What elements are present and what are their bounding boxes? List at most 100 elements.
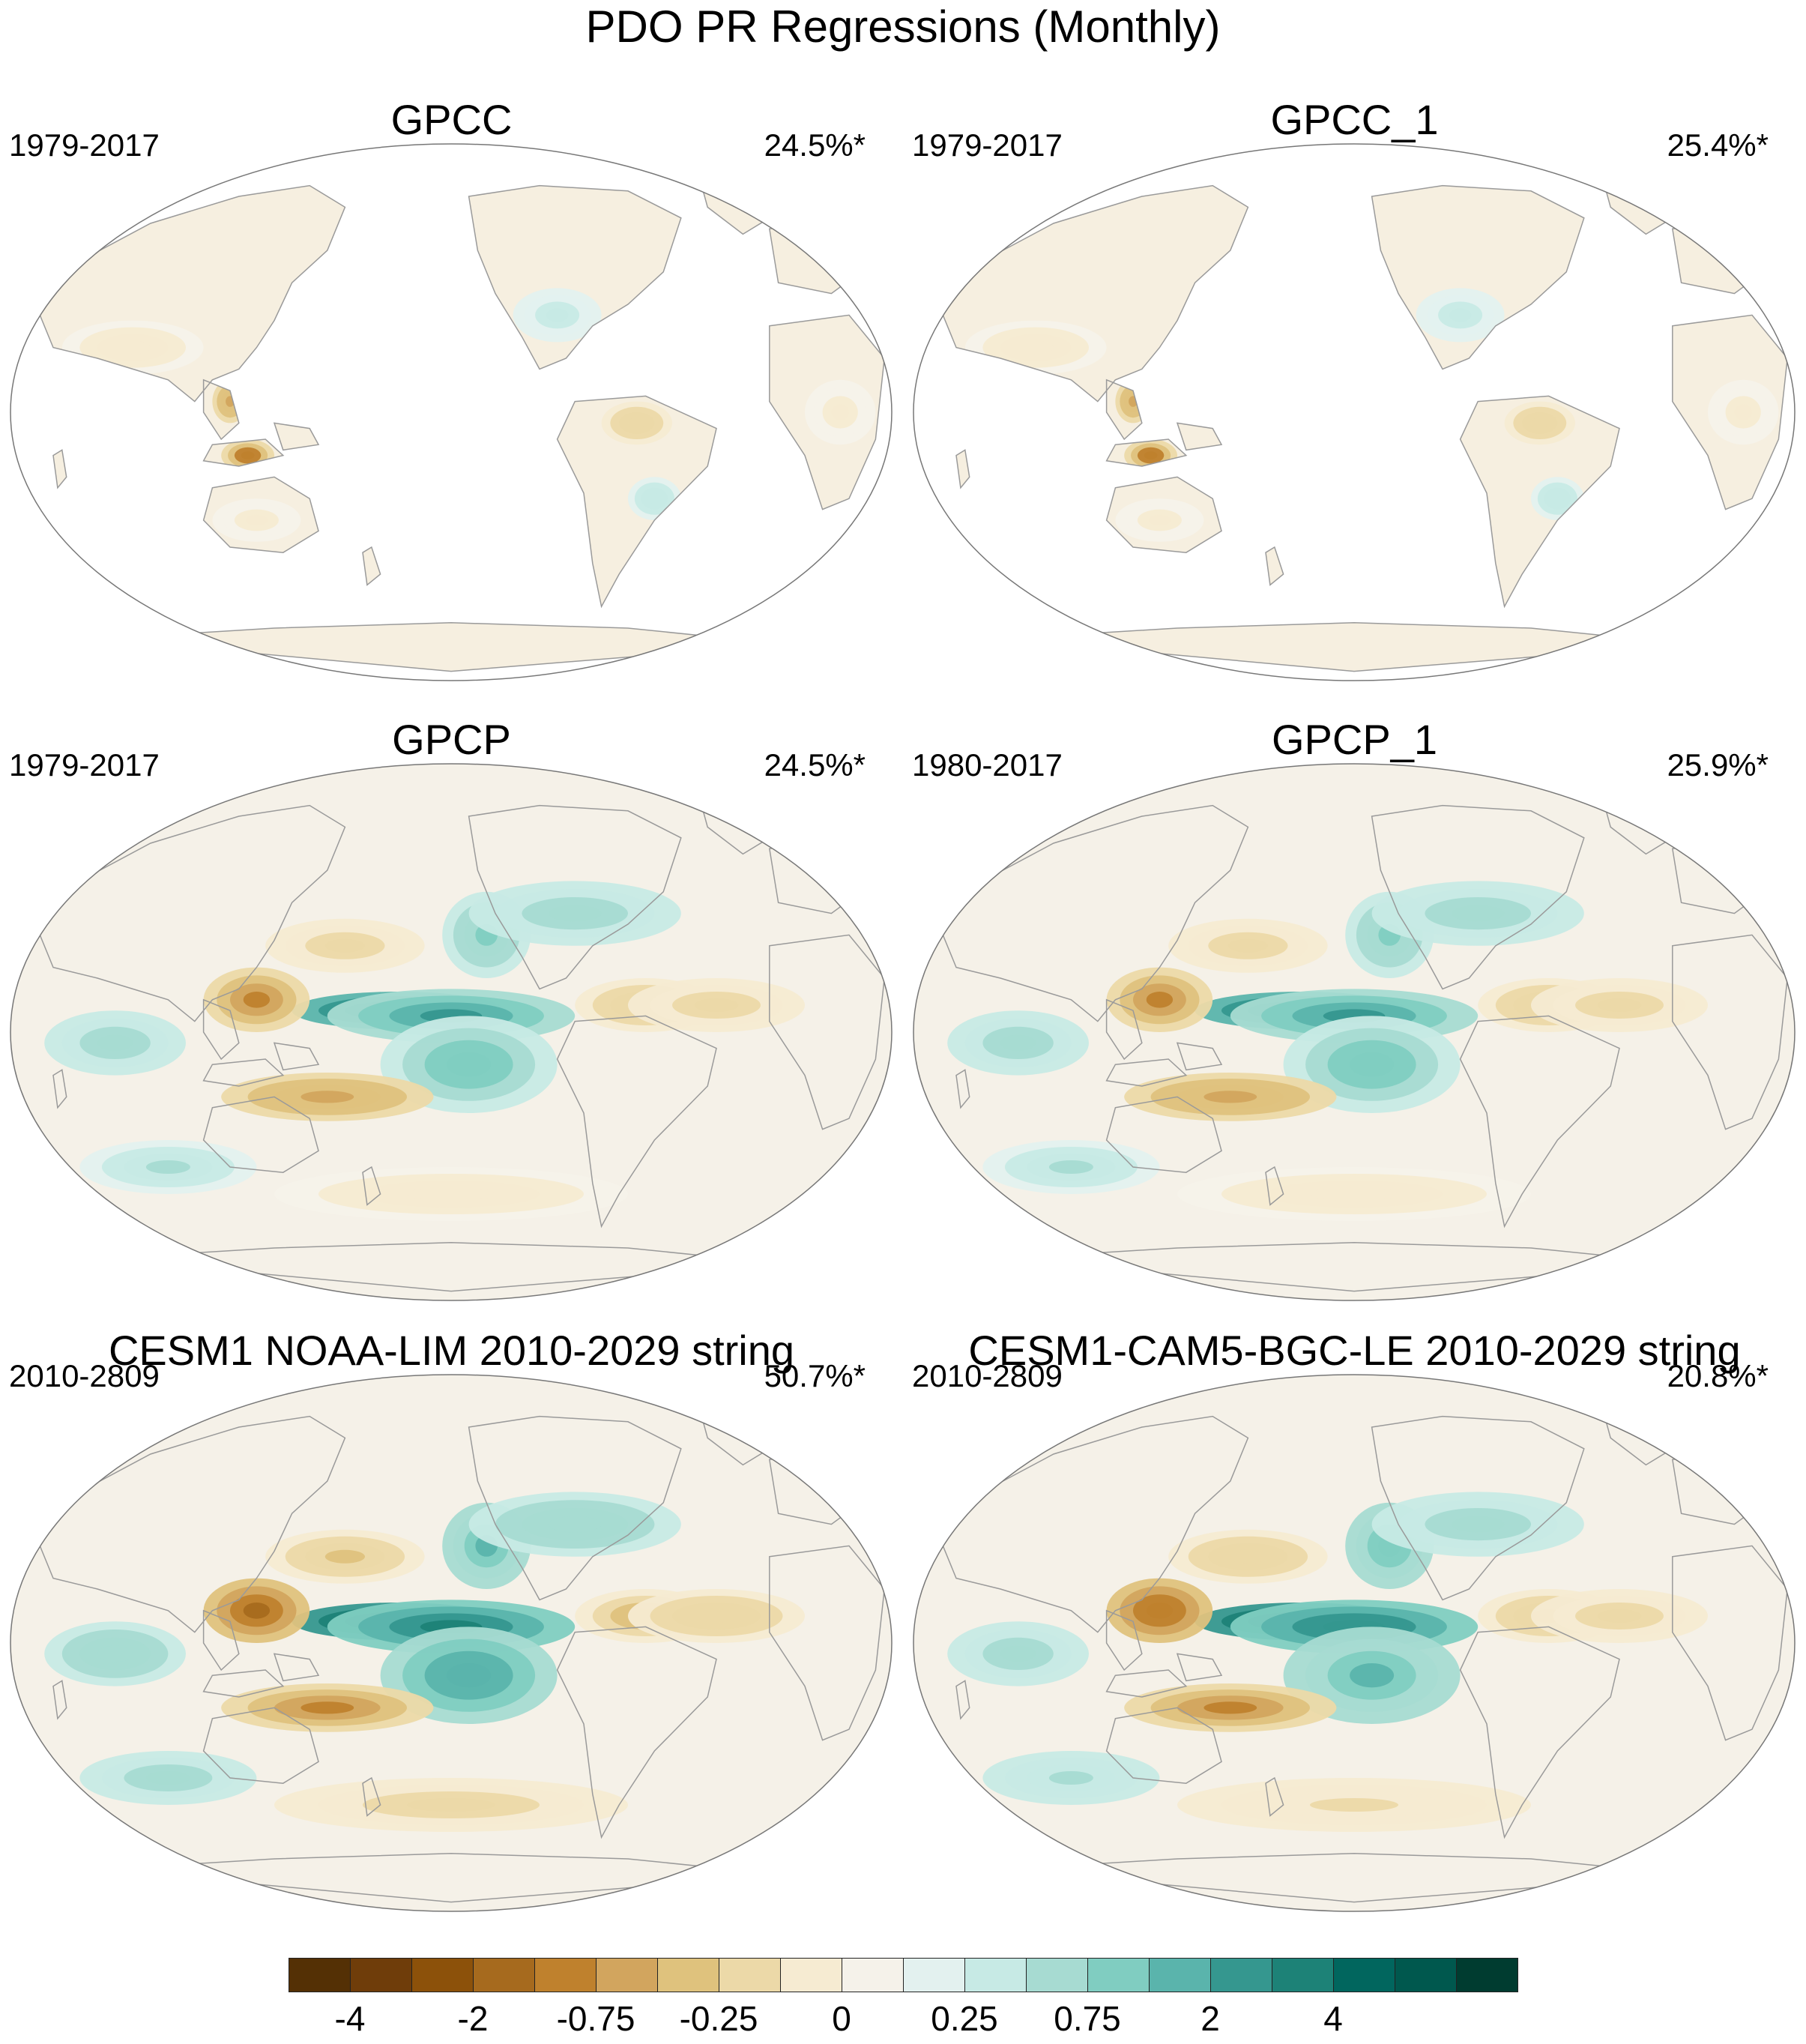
- wet-anomaly: [546, 308, 569, 322]
- coastline: [1105, 438, 1188, 467]
- map-svg: [913, 763, 1796, 1301]
- coastline: [1000, 1853, 1691, 1903]
- panel-percent: 25.9%*: [1667, 747, 1769, 783]
- coastline: [955, 1069, 970, 1109]
- coastline: [769, 1545, 885, 1741]
- colorbar-tick-label: -0.75: [556, 1999, 635, 2038]
- coastline: [1672, 934, 1788, 1130]
- wet-anomaly: [1451, 905, 1505, 922]
- dry-anomaly: [407, 1187, 495, 1201]
- coastline: [1371, 184, 1585, 370]
- wet-anomaly: [548, 905, 602, 922]
- coastline: [52, 449, 67, 489]
- wet-anomaly: [548, 1516, 602, 1533]
- map-panel-gpcp-1: GPCP_1 1980-2017 25.9%*: [903, 716, 1806, 1338]
- colorbar-tick-label: -2: [457, 1999, 489, 2038]
- coastline: [1000, 622, 1691, 672]
- map-border: [10, 1374, 893, 1912]
- colorbar-tick-label: -4: [334, 1999, 366, 2038]
- dry-anomaly: [1018, 340, 1054, 355]
- panel-percent: 24.5%*: [764, 747, 866, 783]
- colorbar-swatch: [1026, 1958, 1088, 1992]
- colorbar-swatch: [780, 1958, 842, 1992]
- colorbar-swatch: [1272, 1958, 1334, 1992]
- panel-years: 1979-2017: [9, 747, 160, 783]
- coastline: [52, 1069, 67, 1109]
- colorbar-swatch: [473, 1958, 535, 1992]
- map-svg: [913, 1374, 1796, 1912]
- coastline: [937, 1415, 1249, 1633]
- panel-years: 2010-2809: [9, 1358, 160, 1393]
- dry-anomaly: [1310, 1798, 1398, 1812]
- panel-title: GPCP_1: [1272, 716, 1437, 763]
- coastline: [1371, 804, 1585, 990]
- coastline: [1105, 379, 1143, 441]
- coastline: [52, 1680, 67, 1720]
- colorbar-swatch: [1087, 1958, 1150, 1992]
- coastline: [202, 1707, 319, 1784]
- map-svg: [10, 143, 893, 681]
- wet-anomaly: [447, 1663, 492, 1688]
- colorbar-swatch: [964, 1958, 1027, 1992]
- map-panel-cesm1-cam5-bgc-le: CESM1-CAM5-BGC-LE 2010-2029 string 2010-…: [903, 1327, 1806, 1949]
- map-panel-gpcp: GPCP 1979-2017 24.5%*: [0, 716, 903, 1338]
- dry-anomaly: [245, 514, 268, 526]
- colorbar-swatch: [1456, 1958, 1518, 1992]
- dry-anomaly: [1146, 992, 1174, 1008]
- coastline: [937, 804, 1249, 1022]
- colorbar-swatch: [657, 1958, 719, 1992]
- colorbar-tick-label: -0.25: [679, 1999, 758, 2038]
- panel-title: CESM1-CAM5-BGC-LE 2010-2029 string: [968, 1327, 1741, 1374]
- colorbar-swatch: [842, 1958, 904, 1992]
- coastline: [1371, 1415, 1585, 1601]
- coastline: [273, 1042, 320, 1071]
- wet-anomaly: [1048, 1771, 1093, 1785]
- wet-anomaly: [1048, 1160, 1093, 1174]
- dry-anomaly: [324, 938, 365, 953]
- panel-percent: 20.8%*: [1667, 1358, 1769, 1393]
- dry-anomaly: [694, 1609, 739, 1623]
- map-border: [913, 143, 1796, 681]
- colorbar-tick-label: 0: [832, 1999, 851, 2038]
- coastline: [34, 804, 346, 1022]
- map-panel-gpcc: GPCC 1979-2017 24.5%*: [0, 96, 903, 718]
- wet-anomaly: [1350, 1052, 1395, 1077]
- map-svg: [913, 143, 1796, 681]
- colorbar-swatch: [903, 1958, 965, 1992]
- coastline: [468, 1415, 682, 1601]
- colorbar-tick-label: 0.75: [1054, 1999, 1121, 2038]
- panel-title: GPCC: [390, 96, 513, 143]
- coastline: [1176, 422, 1223, 451]
- dry-anomaly: [324, 1549, 365, 1564]
- dry-anomaly: [243, 1603, 271, 1619]
- coastline: [202, 1096, 319, 1173]
- dry-anomaly: [694, 998, 739, 1012]
- map-border: [10, 763, 893, 1301]
- colorbar-swatch: [596, 1958, 658, 1992]
- wet-anomaly: [1000, 1645, 1036, 1662]
- dry-anomaly: [407, 1798, 495, 1812]
- wet-anomaly: [647, 493, 662, 504]
- coastline: [1105, 1058, 1188, 1087]
- land-fill: [363, 547, 381, 585]
- panel-title: GPCC_1: [1270, 96, 1439, 143]
- coastline: [1459, 1626, 1620, 1839]
- dry-anomaly: [1204, 1091, 1257, 1103]
- dry-anomaly: [1144, 451, 1158, 459]
- coastline: [1265, 546, 1284, 586]
- dry-anomaly: [1227, 1549, 1268, 1564]
- map-panel-gpcc-1: GPCC_1 1979-2017 25.4%*: [903, 96, 1806, 718]
- dry-anomaly: [1734, 404, 1752, 420]
- coastline: [1672, 314, 1788, 510]
- dry-anomaly: [1597, 1609, 1642, 1623]
- coastline: [202, 438, 285, 467]
- wet-anomaly: [1350, 1663, 1395, 1688]
- coastline: [556, 1626, 717, 1839]
- wet-anomaly: [145, 1160, 190, 1174]
- wet-anomaly: [1000, 1034, 1036, 1052]
- coastline: [97, 1242, 788, 1292]
- coastline: [1105, 1669, 1188, 1698]
- figure-title: PDO PR Regressions (Monthly): [585, 1, 1221, 52]
- coastline: [1176, 1653, 1223, 1682]
- coastline: [97, 622, 788, 672]
